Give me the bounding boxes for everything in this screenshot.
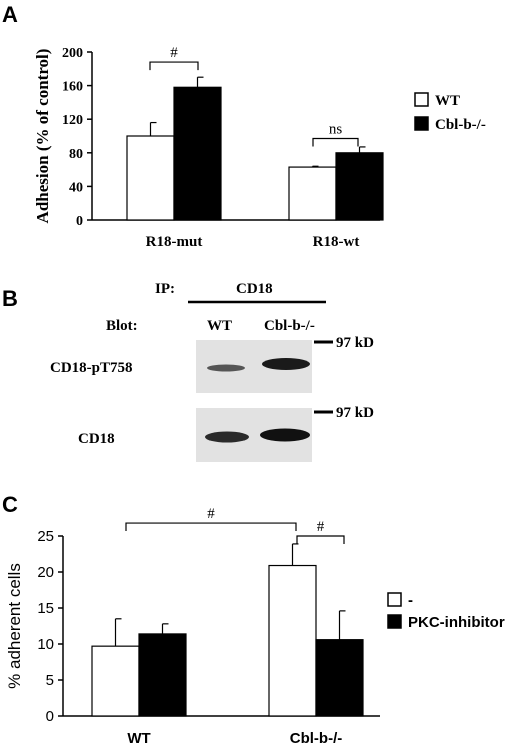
legend-swatch	[387, 614, 402, 629]
significance-label: ns	[329, 122, 343, 138]
significance-bracket	[149, 61, 199, 71]
blot-label: Blot:	[106, 318, 138, 334]
panel-letter-a: A	[2, 2, 18, 27]
chart-c: 0 5 10 15 20 25 % adherent cells WT Cbl-b-/- - PKC…	[5, 506, 505, 745]
y-tick-label: 160	[62, 80, 83, 95]
bar	[173, 86, 222, 221]
bar	[91, 645, 140, 717]
y-tick-label: 200	[62, 46, 83, 61]
legend-label: WT	[435, 93, 460, 109]
lane-label-cblb: Cbl-b-/-	[264, 318, 315, 334]
legend-label: PKC-inhibitor	[408, 614, 505, 631]
marker-label-1: 97 kD	[336, 335, 374, 351]
bar	[315, 639, 364, 717]
legend-swatch	[387, 592, 402, 607]
y-tick-label: 0	[76, 214, 83, 229]
panel-letter-c: C	[2, 492, 18, 517]
panel-letter-b: B	[2, 286, 18, 311]
bar	[138, 633, 187, 717]
x-category-label: Cbl-b-/-	[290, 730, 342, 745]
ip-label: IP:	[155, 281, 175, 297]
x-category-label: R18-wt	[313, 234, 360, 250]
legend-swatch	[414, 92, 429, 107]
western-blot-panel: IP: CD18 Blot: WT Cbl-b-/- CD18-pT758 97…	[50, 281, 374, 462]
y-tick-label: 10	[37, 636, 54, 653]
significance-label: #	[170, 45, 178, 61]
legend-swatch	[414, 116, 429, 131]
band-cd18-cblb	[260, 428, 310, 442]
y-axis-label: % adherent cells	[5, 563, 24, 689]
bar	[268, 564, 317, 717]
legend-label: -	[408, 592, 413, 609]
bar	[288, 166, 337, 221]
y-tick-label: 120	[62, 113, 83, 128]
y-tick-label: 80	[69, 147, 83, 162]
y-tick-label: 25	[37, 528, 54, 545]
lane-label-wt: WT	[207, 318, 232, 334]
blot-row-label-pt758: CD18-pT758	[50, 360, 133, 376]
y-tick-label: 5	[46, 672, 54, 689]
marker-label-2: 97 kD	[336, 405, 374, 421]
significance-label: #	[317, 519, 325, 535]
x-category-label: R18-mut	[146, 234, 203, 250]
significance-bracket	[125, 522, 297, 532]
legend-label: Cbl-b-/-	[435, 117, 486, 133]
y-axis-label: Adhesion (% of control)	[33, 49, 52, 224]
y-tick-label: 0	[46, 708, 54, 725]
ip-target-label: CD18	[236, 281, 273, 297]
significance-bracket	[296, 535, 345, 544]
band-pt758-cblb	[262, 358, 310, 370]
x-category-label: WT	[127, 730, 150, 745]
chart-a: 0 40 80 120 160 200 Adhesion (% of control) R18…	[33, 45, 486, 250]
bar	[126, 135, 175, 221]
band-pt758-wt	[207, 364, 245, 372]
y-tick-label: 20	[37, 564, 54, 581]
significance-label: #	[207, 506, 215, 522]
significance-bracket	[312, 137, 359, 147]
blot-row-label-cd18: CD18	[78, 431, 115, 447]
y-tick-label: 15	[37, 600, 54, 617]
y-tick-label: 40	[69, 180, 83, 195]
band-cd18-wt	[205, 431, 249, 443]
bar	[335, 152, 384, 221]
